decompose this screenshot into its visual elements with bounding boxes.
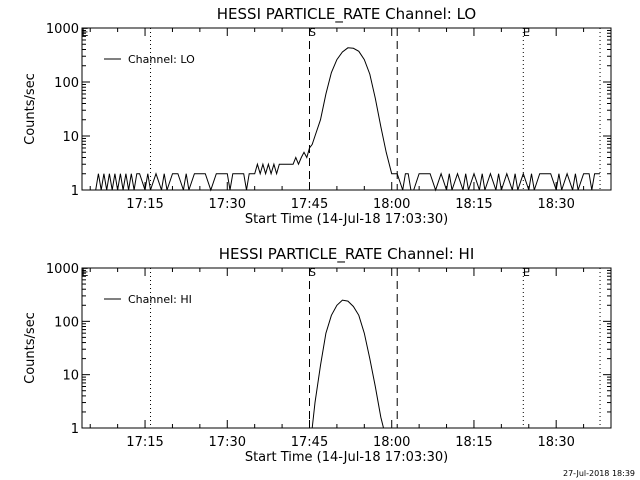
x-axis-label: Start Time (14-Jul-18 17:03:30)	[245, 212, 448, 227]
x-tick-label: 17:15	[126, 197, 163, 212]
marker-label: S	[309, 266, 316, 279]
chart-panel-2: HESSI PARTICLE_RATE Channel: HI 17:15 17:3…	[23, 245, 612, 465]
y-axis-label: Counts/sec	[23, 73, 38, 145]
timestamp-label: 27-Jul-2018 18:39	[562, 469, 635, 478]
legend-label: Channel: LO	[128, 53, 195, 66]
marker-label: E	[82, 266, 89, 279]
x-tick-label: 18:00	[373, 197, 410, 212]
y-tick-label: 1	[71, 184, 79, 199]
x-tick-label: 18:30	[537, 197, 574, 212]
chart-panel-1: HESSI PARTICLE_RATE Channel: LO 17:15 17:3…	[23, 5, 612, 227]
x-tick-label: 17:30	[209, 435, 246, 450]
chart-title: HESSI PARTICLE_RATE Channel: LO	[217, 5, 476, 24]
y-tick-label: 100	[54, 76, 79, 91]
y-tick-label: 1	[71, 422, 79, 437]
x-tick-label: 17:15	[126, 435, 163, 450]
y-tick-label: 100	[54, 315, 79, 330]
marker-label: S	[309, 26, 316, 39]
x-tick-label: 18:30	[537, 435, 574, 450]
marker-label: E	[82, 26, 89, 39]
chart-title: HESSI PARTICLE_RATE Channel: HI	[219, 245, 475, 264]
marker-label: E	[523, 266, 530, 279]
x-tick-label: 17:45	[291, 435, 328, 450]
legend-label: Channel: HI	[128, 293, 192, 306]
x-tick-label: 17:45	[291, 197, 328, 212]
plot-frame	[81, 27, 612, 191]
series-line	[311, 299, 384, 429]
x-tick-label: 18:15	[455, 197, 492, 212]
y-tick-label: 10	[62, 130, 79, 145]
y-tick-label: 1000	[46, 262, 79, 277]
y-axis-label: Counts/sec	[23, 312, 38, 384]
x-axis-label: Start Time (14-Jul-18 17:03:30)	[245, 450, 448, 465]
y-tick-label: 10	[62, 369, 79, 384]
y-tick-label: 1000	[46, 22, 79, 37]
x-tick-label: 18:15	[455, 435, 492, 450]
marker-label: E	[523, 26, 530, 39]
series-line	[95, 47, 600, 192]
x-tick-label: 17:30	[209, 197, 246, 212]
x-tick-label: 18:00	[373, 435, 410, 450]
plot-frame	[81, 267, 612, 429]
